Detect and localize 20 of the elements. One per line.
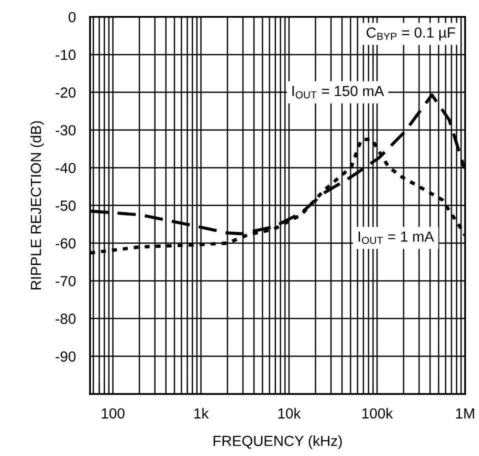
y-tick-label: -60	[56, 238, 76, 249]
annotation: C$_{BYP}$ = 0.1 µF	[366, 27, 456, 41]
x-tick-label: 1M	[456, 408, 474, 418]
x-tick-label: 10k	[278, 408, 301, 419]
y-tick-label: -20	[56, 87, 76, 98]
y-tick-label: -10	[56, 50, 76, 60]
annotation: I$_{OUT}$ = 1 mA	[358, 232, 434, 244]
x-tick-label: 100	[102, 408, 125, 419]
y-tick-label: -70	[56, 276, 76, 286]
y-tick-label: -50	[56, 200, 76, 211]
y-tick-label: 0	[68, 12, 76, 22]
y-tick-label: -30	[56, 125, 76, 136]
x-axis-title: FREQUENCY (kHz)	[214, 435, 342, 449]
annotation: I$_{OUT}$ = 150 mA	[292, 86, 384, 98]
y-tick-label: -80	[56, 314, 76, 324]
x-tick-label: 100k	[362, 408, 393, 419]
y-tick-label: -40	[56, 162, 76, 174]
x-tick-label: 1k	[194, 408, 209, 418]
y-tick-label: -90	[56, 351, 76, 362]
y-axis-title: RIPPLE REJECTION (dB)	[30, 121, 44, 290]
